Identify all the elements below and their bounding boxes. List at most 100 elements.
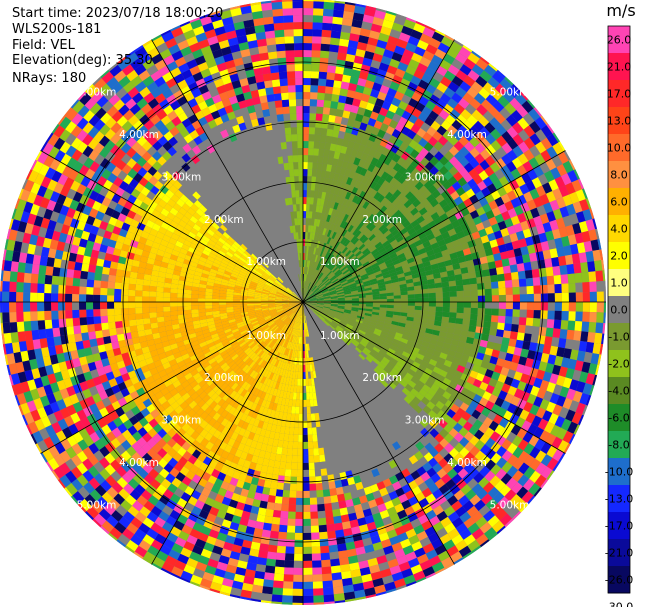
range-gate — [456, 318, 464, 324]
range-gate — [286, 532, 295, 540]
range-gate — [546, 267, 554, 277]
range-gate — [329, 552, 339, 560]
range-gate — [332, 509, 341, 517]
range-gate — [482, 327, 490, 335]
range-gate — [496, 329, 504, 337]
range-gate — [293, 442, 298, 449]
range-gate — [499, 288, 506, 295]
range-gate — [331, 31, 341, 39]
range-gate — [329, 51, 339, 59]
range-gate — [303, 190, 307, 197]
range-gate — [261, 494, 269, 502]
range-gate — [499, 295, 506, 302]
range-gate — [303, 50, 312, 57]
range-gate — [512, 279, 520, 287]
range-gate — [310, 406, 314, 413]
range-gate — [326, 79, 335, 87]
range-gate — [554, 275, 562, 285]
range-gate — [527, 294, 534, 302]
range-gate — [580, 331, 588, 342]
range-gate — [289, 427, 294, 434]
range-gate — [573, 263, 581, 274]
range-gate — [311, 526, 319, 533]
range-gate — [595, 323, 603, 334]
range-gate — [471, 302, 478, 308]
range-gate — [272, 594, 283, 602]
range-gate — [297, 463, 303, 470]
range-gate — [320, 546, 329, 554]
range-gate — [408, 294, 415, 298]
range-gate — [320, 135, 327, 143]
range-gate — [309, 470, 315, 477]
range-gate — [520, 302, 527, 310]
range-gate — [328, 115, 336, 123]
range-gate — [484, 282, 492, 289]
range-gate — [520, 286, 527, 294]
range-gate — [298, 372, 301, 379]
range-gate — [303, 92, 310, 99]
range-gate — [293, 435, 298, 442]
range-gate — [428, 311, 435, 316]
range-gate — [590, 292, 597, 302]
range-gate — [573, 331, 581, 342]
range-gate — [485, 308, 492, 315]
range-gate — [265, 565, 275, 573]
range-gate — [322, 114, 329, 122]
range-gate — [555, 302, 562, 311]
range-gate — [478, 289, 485, 296]
range-gate — [282, 497, 290, 505]
range-gate — [464, 290, 471, 296]
range-gate — [274, 574, 284, 582]
range-gate — [492, 295, 499, 302]
range-gate — [322, 482, 329, 490]
range-gate — [259, 501, 267, 509]
range-gate — [300, 372, 303, 379]
range-gate — [322, 23, 332, 31]
range-gate — [327, 474, 334, 482]
range-gate — [436, 297, 443, 302]
range-gate — [319, 142, 325, 150]
range-gate — [373, 304, 380, 307]
range-gate — [336, 59, 345, 67]
range-gate — [499, 302, 506, 309]
range-gate — [485, 289, 492, 296]
range-gate — [531, 334, 539, 343]
range-gate — [575, 321, 583, 331]
range-gate — [532, 269, 540, 278]
range-gate — [483, 276, 491, 283]
range-gate — [311, 519, 319, 526]
range-gate — [268, 545, 278, 553]
range-gate — [594, 260, 602, 271]
range-gate — [587, 332, 595, 343]
range-gate — [558, 338, 566, 348]
range-gate — [311, 71, 319, 78]
range-gate — [324, 594, 335, 602]
range-gate — [303, 505, 310, 512]
range-gate — [553, 328, 561, 338]
range-gate — [292, 449, 298, 456]
range-gate — [504, 323, 512, 331]
range-gate — [312, 434, 317, 441]
range-gate — [303, 533, 311, 540]
range-gate — [319, 455, 325, 463]
range-gate — [449, 286, 456, 292]
range-gate — [478, 302, 485, 308]
range-gate — [294, 540, 303, 547]
range-gate — [313, 588, 324, 596]
range-gate — [279, 468, 286, 476]
range-gate — [328, 58, 337, 66]
range-gate — [303, 575, 313, 582]
range-gate — [303, 582, 313, 589]
range-gate — [269, 538, 278, 546]
range-gate — [323, 489, 331, 497]
range-gate — [554, 284, 561, 293]
range-gate — [303, 568, 313, 575]
range-gate — [275, 560, 285, 568]
range-gate — [311, 539, 320, 547]
range-gate — [515, 340, 523, 349]
range-gate — [295, 407, 299, 414]
range-gate — [321, 560, 331, 568]
range-gate — [273, 467, 280, 475]
range-gate — [303, 134, 309, 141]
range-gate — [498, 316, 506, 324]
